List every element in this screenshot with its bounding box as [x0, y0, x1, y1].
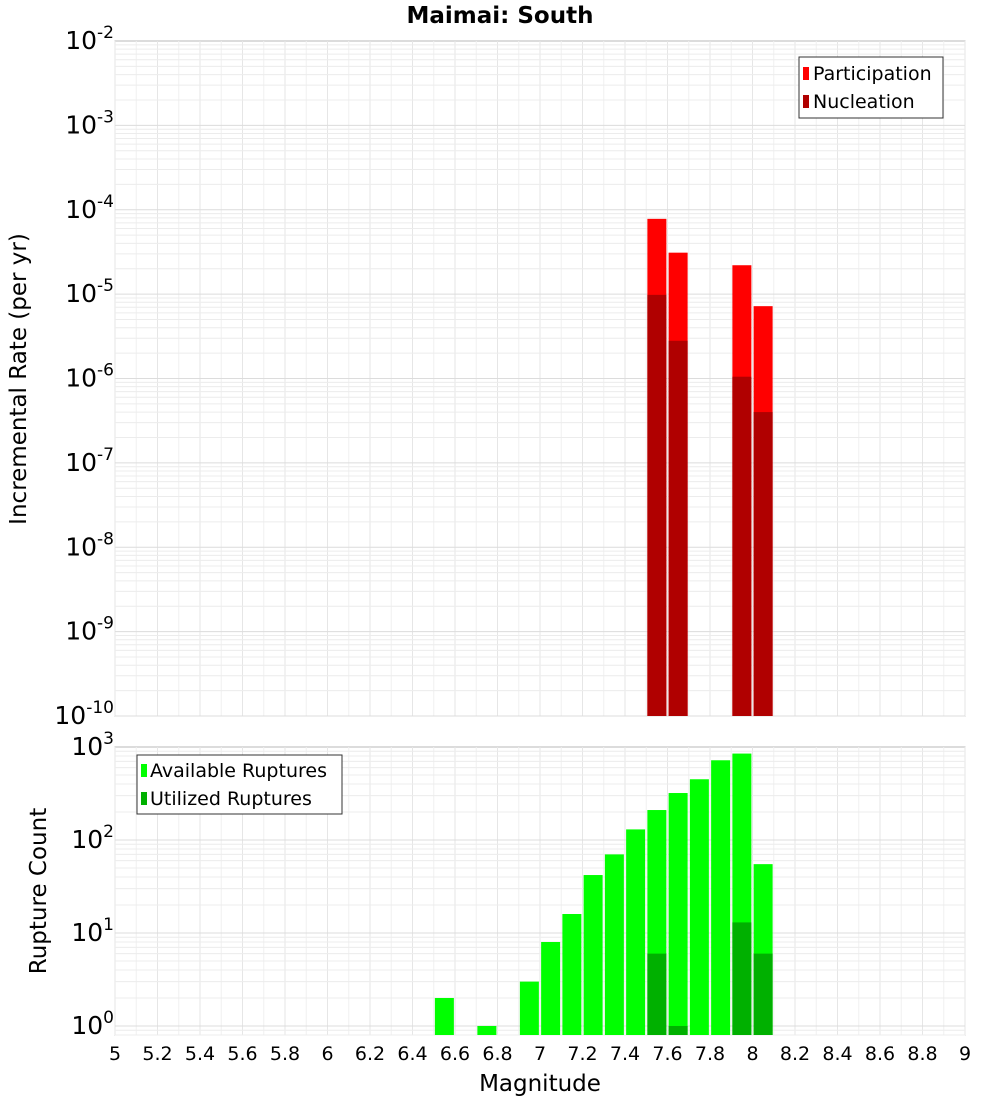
bottom-y-tick-label: 101	[71, 915, 114, 947]
nucleation-bar	[753, 412, 773, 716]
available-ruptures-bar	[604, 854, 624, 1035]
x-tick-label: 8	[746, 1043, 758, 1065]
available-ruptures-bar	[668, 793, 688, 1035]
top-y-tick-label: 10-8	[65, 529, 114, 561]
x-tick-label: 8.8	[907, 1043, 937, 1065]
available-ruptures-bar	[434, 997, 454, 1035]
top-y-tick-label: 10-7	[65, 445, 114, 477]
legend-label-participation: Participation	[813, 63, 932, 85]
top-y-tick-label: 10-2	[65, 23, 114, 55]
bottom-y-tick-labels: 100 101 102 103	[71, 729, 114, 1040]
utilized-ruptures-bar	[753, 953, 773, 1035]
bottom-y-tick-label: 103	[71, 729, 114, 761]
x-tick-label: 5.6	[227, 1043, 257, 1065]
top-y-axis-label: Incremental Rate (per yr)	[6, 233, 32, 525]
x-tick-label: 7	[534, 1043, 546, 1065]
x-tick-label: 9	[959, 1043, 971, 1065]
top-bars	[647, 218, 773, 716]
available-ruptures-bar	[519, 981, 539, 1035]
x-tick-label: 6.2	[355, 1043, 385, 1065]
x-tick-label: 8.2	[780, 1043, 810, 1065]
top-y-tick-label: 10-9	[65, 614, 114, 646]
bottom-legend-box	[136, 754, 343, 815]
legend-label-utilized: Utilized Ruptures	[150, 788, 312, 810]
x-tick-label: 5.8	[270, 1043, 300, 1065]
legend-label-nucleation: Nucleation	[813, 91, 915, 113]
x-tick-label: 7.6	[652, 1043, 682, 1065]
available-ruptures-bar	[626, 829, 646, 1035]
bottom-y-tick-label: 100	[71, 1008, 114, 1040]
chart-title: Maimai: South	[407, 3, 594, 29]
top-y-tick-label: 10-4	[65, 192, 114, 224]
bottom-y-axis-label: Rupture Count	[26, 808, 52, 974]
top-y-tick-labels: 10-10 10-9 10-8 10-7 10-6 10-5 10-4 10-3 10-2	[54, 23, 114, 730]
x-tick-label: 8.6	[865, 1043, 895, 1065]
x-tick-label: 5.2	[142, 1043, 172, 1065]
x-tick-label: 7.4	[610, 1043, 640, 1065]
top-y-tick-label: 10-5	[65, 276, 114, 308]
available-ruptures-bar	[541, 942, 561, 1035]
bottom-y-tick-label: 102	[71, 822, 114, 854]
utilized-ruptures-bar	[668, 1025, 688, 1035]
bottom-legend: Available Ruptures Utilized Ruptures	[136, 754, 343, 815]
legend-swatch-participation	[803, 67, 809, 80]
legend-swatch-nucleation	[803, 95, 809, 108]
top-y-tick-label: 10-6	[65, 361, 114, 393]
available-ruptures-bar	[711, 760, 731, 1035]
x-tick-label: 5.4	[185, 1043, 215, 1065]
utilized-ruptures-bar	[647, 953, 667, 1035]
available-ruptures-bar	[689, 779, 709, 1035]
x-tick-label: 7.8	[695, 1043, 725, 1065]
top-legend-box	[798, 56, 944, 119]
legend-swatch-available	[141, 764, 147, 777]
nucleation-bar	[732, 376, 752, 716]
nucleation-bar	[668, 340, 688, 716]
available-ruptures-bar	[583, 875, 603, 1035]
x-tick-label: 5	[109, 1043, 121, 1065]
bottom-bars	[434, 753, 773, 1035]
available-ruptures-bar	[562, 914, 582, 1035]
legend-swatch-utilized	[141, 792, 147, 805]
x-tick-label: 6.8	[482, 1043, 512, 1065]
available-ruptures-bar	[477, 1025, 497, 1035]
top-legend: Participation Nucleation	[798, 56, 944, 119]
legend-label-available: Available Ruptures	[150, 760, 327, 782]
x-tick-label: 6	[321, 1043, 333, 1065]
x-tick-label: 8.4	[822, 1043, 852, 1065]
x-tick-label: 6.4	[397, 1043, 427, 1065]
x-tick-label: 7.2	[567, 1043, 597, 1065]
top-gridlines	[114, 41, 966, 717]
x-axis-label: Magnitude	[479, 1071, 601, 1097]
x-tick-labels: 5 5.2 5.4 5.6 5.8 6 6.2 6.4 6.6 6.8 7 7.2 7.4 7.6 7.8 8…	[109, 1043, 971, 1065]
bottom-gridlines	[114, 747, 966, 1036]
nucleation-bar	[647, 294, 667, 716]
top-y-tick-label: 10-3	[65, 107, 114, 139]
top-y-tick-label: 10-10	[54, 698, 114, 730]
x-tick-label: 6.6	[440, 1043, 470, 1065]
utilized-ruptures-bar	[732, 922, 752, 1035]
